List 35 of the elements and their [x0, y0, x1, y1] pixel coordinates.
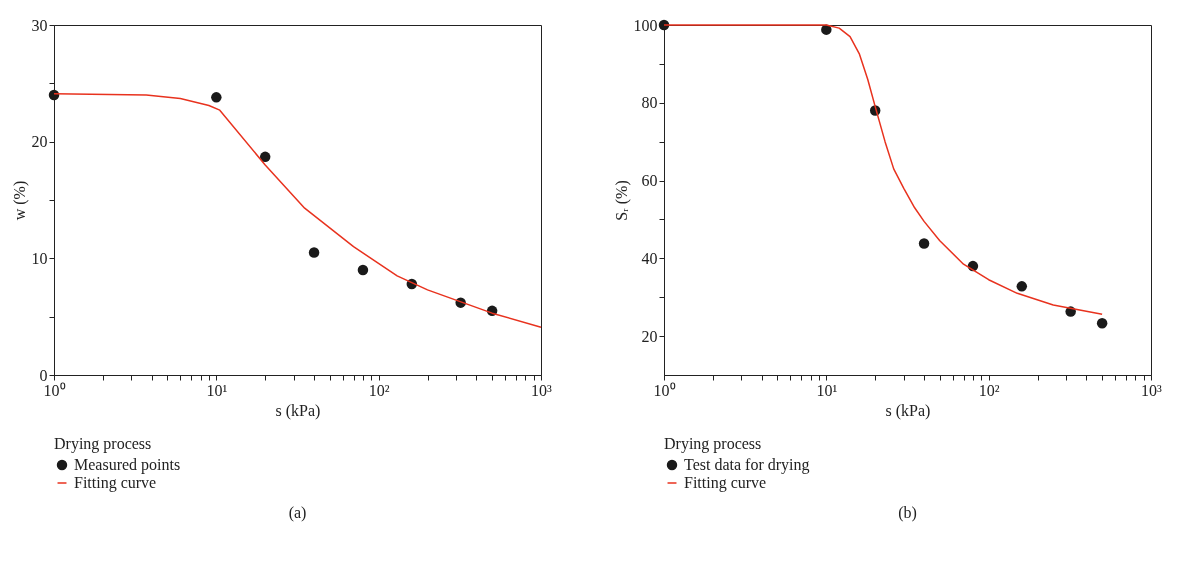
x-tick-label: 10⁰ — [653, 381, 676, 399]
point — [259, 151, 271, 163]
x-axis-title: s (kPa) — [275, 401, 321, 420]
y-tick-label: 30 — [31, 16, 48, 34]
text: (b) — [898, 504, 917, 522]
x-tick-label: 10³ — [1141, 381, 1163, 399]
y-tick-label: 100 — [633, 16, 658, 34]
x-tick-label: 10² — [368, 381, 390, 399]
x-tick-label: 10² — [978, 381, 1000, 399]
legend-title: Drying process — [664, 435, 762, 453]
x-tick-label: 10¹ — [816, 381, 838, 399]
y-tick-label: 10 — [31, 249, 48, 267]
point — [211, 92, 222, 103]
point — [1016, 281, 1028, 292]
legend-label: Test data for drying — [684, 456, 810, 474]
x-tick-label: 10¹ — [206, 381, 228, 399]
y-tick-label: 20 — [31, 133, 48, 151]
legend-label: Fitting curve — [684, 474, 767, 492]
y-tick-label: 40 — [641, 249, 658, 267]
y-tick-label: 0 — [39, 366, 48, 384]
legend-label: Fitting curve — [74, 474, 157, 492]
text: (a) — [288, 504, 307, 522]
point — [357, 264, 369, 276]
point — [308, 247, 320, 258]
y-tick-label: 20 — [641, 327, 658, 345]
x-axis-title: s (kPa) — [885, 401, 931, 420]
y-axis-title: Sᵣ (%) — [612, 180, 631, 221]
y-tick-label: 60 — [641, 172, 658, 190]
y-tick-label: 80 — [641, 94, 658, 112]
x-tick-label: 10⁰ — [43, 381, 66, 399]
x-tick-label: 10³ — [531, 381, 553, 399]
legend-label: Measured points — [74, 456, 181, 474]
point — [918, 238, 930, 249]
y-axis-title: w (%) — [10, 180, 29, 221]
legend-title: Drying process — [54, 435, 152, 453]
